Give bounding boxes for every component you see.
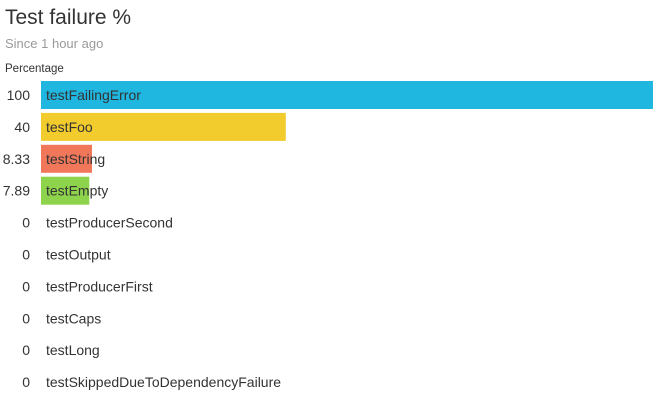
bar-testString[interactable] — [41, 144, 92, 173]
category-label-testFailingError: testFailingError — [46, 87, 141, 103]
bar-testFailingError[interactable] — [41, 81, 653, 109]
value-label-testString: 8.33 — [3, 151, 30, 167]
value-label-testCaps: 0 — [22, 310, 30, 326]
category-label-testSkippedDueToDependencyFailure: testSkippedDueToDependencyFailure — [46, 374, 281, 390]
chart-subtitle: Since 1 hour ago — [5, 36, 104, 51]
chart-title: Test failure % — [5, 6, 132, 29]
value-label-testSkippedDueToDependencyFailure: 0 — [22, 374, 30, 390]
value-label-testLong: 0 — [22, 342, 30, 358]
category-label-testFoo: testFoo — [46, 119, 93, 135]
category-label-testCaps: testCaps — [46, 310, 101, 326]
value-label-testFoo: 40 — [14, 119, 30, 135]
category-label-testLong: testLong — [46, 342, 100, 358]
category-label-testProducerSecond: testProducerSecond — [46, 215, 173, 231]
value-label-testProducerFirst: 0 — [22, 278, 30, 294]
value-label-testEmpty: 7.89 — [3, 183, 30, 199]
category-label-testString: testString — [46, 151, 105, 167]
bar-testEmpty[interactable] — [41, 176, 90, 205]
category-label-testEmpty: testEmpty — [46, 183, 108, 199]
category-label-testOutput: testOutput — [46, 247, 111, 263]
value-label-testFailingError: 100 — [7, 87, 31, 103]
bar-testFoo[interactable] — [41, 112, 286, 141]
value-label-testProducerSecond: 0 — [22, 215, 30, 231]
category-label-testProducerFirst: testProducerFirst — [46, 278, 153, 294]
axis-label: Percentage — [5, 63, 64, 75]
value-label-testOutput: 0 — [22, 247, 30, 263]
